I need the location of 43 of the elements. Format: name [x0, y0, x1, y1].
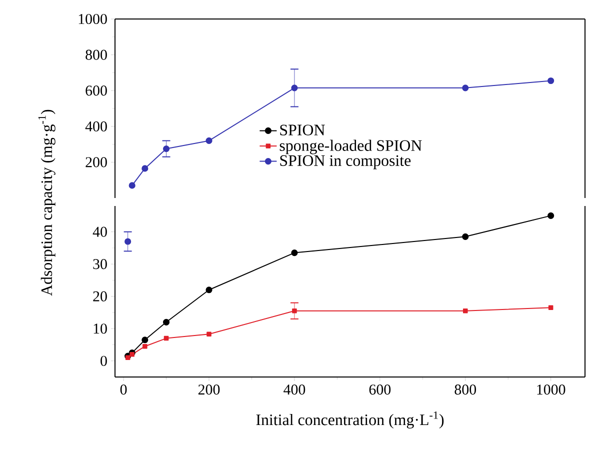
- y-tick-label: 0: [100, 356, 107, 366]
- point: [462, 233, 469, 240]
- x-tick-label: 0: [120, 384, 127, 395]
- x-tick-label: 600: [369, 384, 391, 395]
- point: [548, 212, 554, 219]
- point: [124, 238, 132, 245]
- point: [291, 249, 298, 256]
- y-axis-title: Adsorption capacity (mg·g$^{-1}$): [38, 110, 56, 296]
- point: [206, 332, 212, 336]
- y-tick-label: 200: [86, 157, 107, 168]
- y-tick-label: 40: [92, 226, 107, 237]
- y-tick-label: 20: [93, 291, 107, 302]
- x-axis-title: Initial concentration (mg·L$^{-1}$): [256, 411, 444, 428]
- x-tick-label: 200: [198, 384, 220, 395]
- point: [162, 318, 170, 326]
- point: [128, 182, 136, 189]
- point: [206, 137, 212, 144]
- point: [462, 308, 468, 314]
- y-tick-label: 10: [94, 324, 107, 334]
- point: [548, 305, 554, 310]
- legend-label: sponge-loaded SPION: [280, 140, 422, 154]
- point: [164, 336, 169, 341]
- y-tick-label: 600: [86, 86, 107, 96]
- y-tick-label: 400: [85, 121, 107, 132]
- x-tick-label: 800: [454, 384, 476, 395]
- x-tick-label: 1000: [537, 384, 566, 395]
- point: [548, 77, 554, 84]
- point: [125, 355, 130, 360]
- point: [292, 308, 297, 314]
- y-tick-label: 1000: [78, 14, 107, 24]
- point: [142, 344, 148, 349]
- y-tick-label: 30: [93, 259, 107, 270]
- point: [142, 336, 148, 344]
- legend-label: SPION in composite: [280, 155, 411, 170]
- point: [291, 84, 298, 92]
- point: [142, 165, 148, 172]
- y-tick-label: 800: [86, 50, 107, 60]
- point: [162, 145, 170, 152]
- point: [206, 286, 212, 294]
- point: [130, 352, 134, 357]
- x-tick-label: 400: [284, 384, 306, 395]
- legend-label: SPION: [280, 124, 325, 136]
- point: [462, 84, 469, 92]
